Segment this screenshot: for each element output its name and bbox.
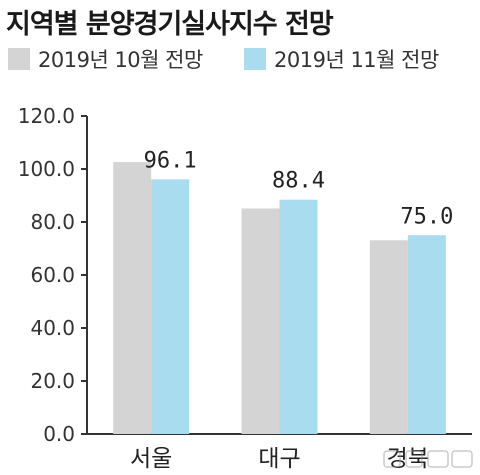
y-tick-label: 20.0 <box>30 369 75 393</box>
x-category-label: 서울 <box>130 446 172 472</box>
y-tick-label: 60.0 <box>30 263 75 287</box>
data-label: 96.1 <box>144 148 197 173</box>
data-label: 75.0 <box>400 204 453 229</box>
bar-nov <box>279 199 318 434</box>
y-tick-label: 80.0 <box>30 210 75 234</box>
bar-nov <box>151 179 190 434</box>
bar-nov <box>407 235 446 434</box>
legend: 2019년 10월 전망 2019년 11월 전망 <box>8 44 478 74</box>
y-tick-label: 120.0 <box>18 104 75 128</box>
legend-item-nov: 2019년 11월 전망 <box>244 44 439 74</box>
legend-label-nov: 2019년 11월 전망 <box>274 48 439 72</box>
data-label: 88.4 <box>272 169 325 194</box>
legend-label-oct: 2019년 10월 전망 <box>38 48 203 72</box>
chart-title: 지역별 분양경기실사지수 전망 <box>6 9 334 40</box>
bar-oct <box>369 240 408 434</box>
legend-item-oct: 2019년 10월 전망 <box>8 44 203 74</box>
x-category-label: 대구 <box>258 446 300 472</box>
y-tick-label: 100.0 <box>18 157 75 181</box>
legend-swatch-oct <box>8 48 30 70</box>
y-tick-label: 0.0 <box>43 422 75 446</box>
bar-oct <box>241 208 280 434</box>
newspaper-logo-watermark <box>383 450 473 468</box>
bar-oct <box>113 162 152 435</box>
y-tick-label: 40.0 <box>30 316 75 340</box>
legend-swatch-nov <box>244 48 266 70</box>
